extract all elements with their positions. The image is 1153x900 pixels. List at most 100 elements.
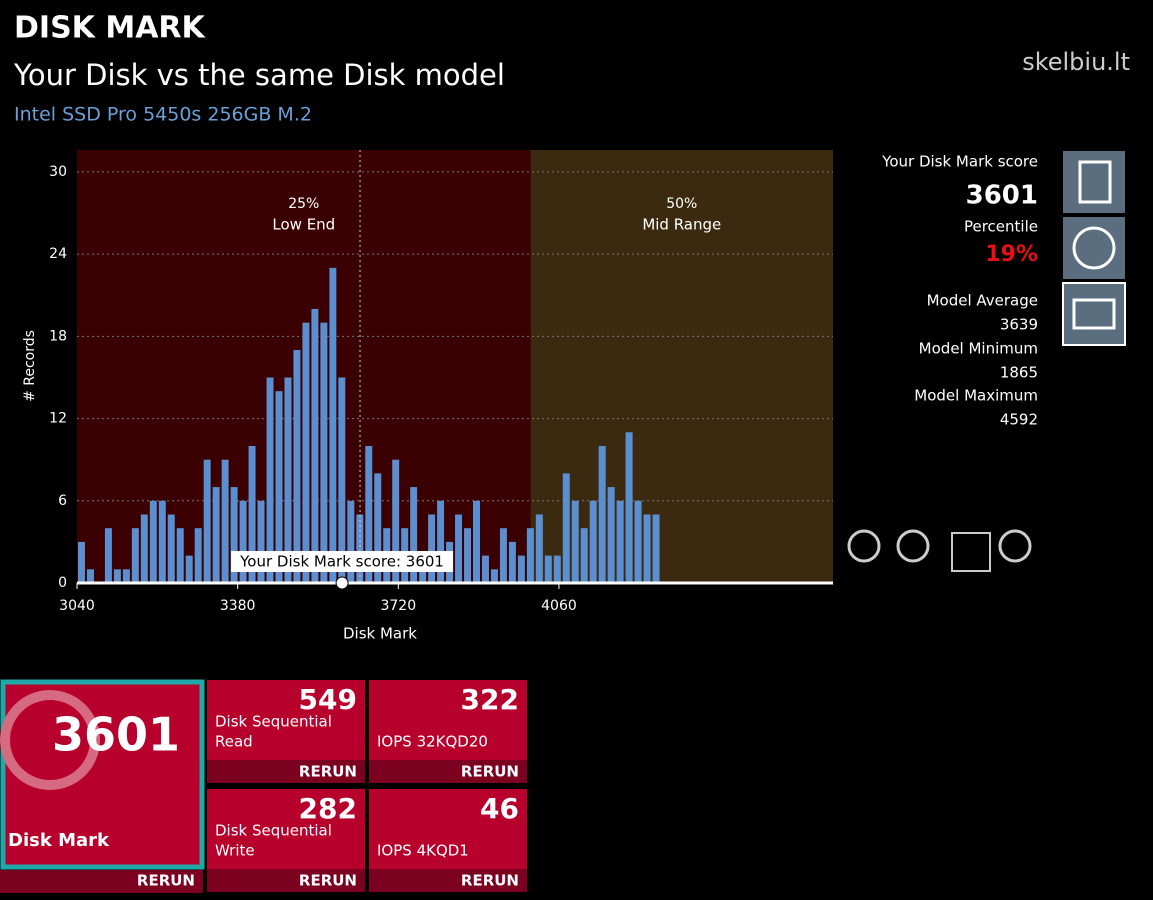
tile-value: 282 xyxy=(299,792,357,825)
bar xyxy=(562,473,570,583)
band-percent: 50% xyxy=(666,196,697,212)
bar xyxy=(455,514,463,583)
bar xyxy=(634,500,642,583)
bar xyxy=(140,514,148,583)
bar xyxy=(86,569,94,583)
bar xyxy=(221,459,229,583)
tile-rerun: RERUN xyxy=(461,872,519,890)
report-button[interactable] xyxy=(1063,151,1125,213)
model-button[interactable] xyxy=(1062,282,1126,346)
bar xyxy=(428,514,436,583)
rerun-bar[interactable] xyxy=(207,869,365,892)
disk-icon xyxy=(0,690,100,790)
bar xyxy=(284,377,292,583)
tile-label: IOPS 4KQD1 xyxy=(377,842,469,860)
avg-label: Model Average xyxy=(927,292,1038,310)
band xyxy=(530,150,833,583)
subtitle: Your Disk vs the same Disk model xyxy=(13,58,505,92)
rerun-bar[interactable] xyxy=(369,869,527,892)
y-tick-label: 0 xyxy=(58,575,67,591)
bar xyxy=(293,350,301,583)
y-tick-label: 18 xyxy=(49,328,67,344)
marker xyxy=(335,576,349,590)
main-value: 3601 xyxy=(52,708,180,762)
tile xyxy=(207,789,365,869)
bar xyxy=(607,487,615,583)
bar xyxy=(347,500,355,583)
bar xyxy=(149,500,157,583)
rerun-bar[interactable] xyxy=(207,760,365,783)
bar xyxy=(544,555,552,583)
tile-rerun: RERUN xyxy=(299,763,357,781)
bar xyxy=(553,555,561,583)
band-label: Low End xyxy=(272,216,335,234)
bar xyxy=(589,500,597,583)
main-label: Disk Mark xyxy=(8,830,110,851)
card-icon xyxy=(1072,298,1116,330)
tile-rerun: RERUN xyxy=(299,872,357,890)
bar xyxy=(167,514,175,583)
bar xyxy=(464,528,472,583)
bar xyxy=(392,459,400,583)
percentile: 19% xyxy=(985,242,1038,267)
title: DISK MARK xyxy=(14,11,207,46)
tile-value: 549 xyxy=(299,683,357,716)
bar xyxy=(230,487,238,583)
model: Intel SSD Pro 5450s 256GB M.2 xyxy=(14,104,312,126)
globe-icon xyxy=(1072,226,1116,270)
avg: 3639 xyxy=(1000,316,1038,334)
zoom-out[interactable] xyxy=(847,529,881,563)
histogram: 25% Low End 50% Mid Range 0 6 12 18 24 30 3040 3380… xyxy=(22,150,833,643)
max: 4592 xyxy=(1000,411,1038,429)
side-panel: Your Disk Mark score 3601 Percentile 19%… xyxy=(881,151,1126,429)
bar xyxy=(266,377,274,583)
x-tick-label: 3720 xyxy=(380,598,416,614)
min: 1865 xyxy=(1000,364,1038,382)
bar xyxy=(257,500,265,583)
rerun-bar[interactable] xyxy=(369,760,527,783)
tile xyxy=(369,789,527,869)
bar xyxy=(212,487,220,583)
bar xyxy=(158,500,166,583)
bar xyxy=(580,528,588,583)
bar xyxy=(598,445,606,583)
bar xyxy=(365,445,373,583)
bar xyxy=(185,555,193,583)
band-label: Mid Range xyxy=(642,216,721,234)
marker-box xyxy=(231,551,454,572)
bar xyxy=(239,500,247,583)
logo: skelbiu.lt xyxy=(1022,48,1130,76)
bar xyxy=(517,555,525,583)
tile-label: Read xyxy=(215,733,253,751)
y-tick-label: 12 xyxy=(49,411,67,427)
zoom-reset[interactable] xyxy=(998,529,1032,563)
bar xyxy=(643,514,651,583)
band-percent: 25% xyxy=(288,196,319,212)
min-label: Model Minimum xyxy=(919,340,1038,358)
bar xyxy=(616,500,624,583)
bar xyxy=(490,569,498,583)
tile-label: Write xyxy=(215,842,255,860)
bar xyxy=(356,514,364,583)
bar xyxy=(78,541,85,583)
zoom-in[interactable] xyxy=(896,529,930,563)
zoom-fit[interactable] xyxy=(951,532,991,572)
main-tile xyxy=(0,679,205,870)
y-axis-label: # Records xyxy=(22,330,38,402)
bar xyxy=(481,555,489,583)
bar xyxy=(473,500,480,583)
y-tick-label: 6 xyxy=(58,493,67,509)
bar xyxy=(410,487,418,583)
score-label: Your Disk Mark score xyxy=(881,153,1038,171)
world-button[interactable] xyxy=(1063,217,1125,279)
bar xyxy=(437,500,445,583)
bar xyxy=(275,391,283,583)
tile-rerun: RERUN xyxy=(461,763,519,781)
bar xyxy=(526,528,534,583)
bar xyxy=(499,528,507,583)
score: 3601 xyxy=(966,181,1038,211)
bar xyxy=(248,445,256,583)
x-tick-label: 4060 xyxy=(541,598,577,614)
